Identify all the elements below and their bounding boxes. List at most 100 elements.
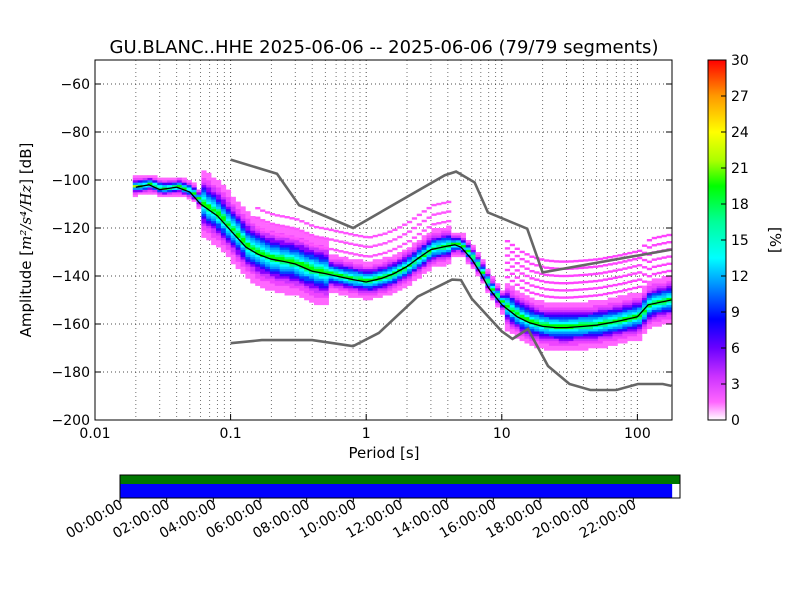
heatmap-cell <box>260 225 266 229</box>
heatmap-cell <box>264 235 271 238</box>
heatmap-cell <box>358 254 364 257</box>
heatmap-cell <box>544 345 550 349</box>
heatmap-cell <box>392 285 398 289</box>
heatmap-cell <box>509 279 515 283</box>
heatmap-cell <box>490 285 496 289</box>
heatmap-cell <box>524 260 530 263</box>
heatmap-cell <box>529 277 535 280</box>
heatmap-cell <box>201 187 207 190</box>
heatmap-cell <box>245 271 251 274</box>
heatmap-cell <box>397 280 403 284</box>
heatmap-cell <box>328 228 334 232</box>
heatmap-cell <box>397 266 403 270</box>
heatmap-cell <box>539 343 545 346</box>
heatmap-cell <box>304 276 310 279</box>
heatmap-cell <box>411 242 418 246</box>
heatmap-cell <box>206 175 212 178</box>
heatmap-cell <box>612 343 618 346</box>
heatmap-cell <box>509 285 515 289</box>
heatmap-cell <box>348 252 354 255</box>
heatmap-cell <box>524 326 530 330</box>
heatmap-cell <box>504 319 511 322</box>
heatmap-cell <box>622 336 628 339</box>
heatmap-cell <box>328 280 334 284</box>
heatmap-cell <box>377 276 383 279</box>
heatmap-cell <box>485 280 491 284</box>
heatmap-cell <box>509 243 515 247</box>
heatmap-cell <box>524 274 530 278</box>
heatmap-cell <box>318 246 325 249</box>
heatmap-cell <box>240 237 246 241</box>
heatmap-cell <box>191 187 197 190</box>
heatmap-cell <box>304 266 310 270</box>
chart-title: GU.BLANC..HHE 2025-06-06 -- 2025-06-06 (… <box>110 37 659 58</box>
heatmap-cell <box>397 273 403 277</box>
heatmap-cell <box>176 192 183 195</box>
heatmap-cell <box>299 264 305 267</box>
heatmap-cell <box>661 309 667 313</box>
heatmap-cell <box>353 271 359 274</box>
heatmap-cell <box>260 252 266 255</box>
heatmap-cell <box>309 288 315 291</box>
heatmap-cell <box>617 326 623 330</box>
heatmap-cell <box>294 227 300 231</box>
heatmap-cell <box>656 280 662 284</box>
heatmap-cell <box>304 290 310 294</box>
heatmap-cell <box>289 256 295 260</box>
heatmap-cell <box>132 177 138 181</box>
heatmap-cell <box>309 273 315 277</box>
heatmap-cell <box>318 249 325 253</box>
heatmap-cell <box>274 276 280 279</box>
heatmap-cell <box>333 261 339 265</box>
heatmap-cell <box>279 271 285 274</box>
heatmap-cell <box>597 338 604 342</box>
heatmap-cell <box>245 230 251 234</box>
noise-model-curves <box>135 158 672 392</box>
heatmap-cell <box>230 256 236 260</box>
heatmap-cell <box>524 338 530 342</box>
heatmap-cell <box>641 316 648 320</box>
heatmap-cell <box>255 240 261 243</box>
heatmap-cell <box>612 316 618 320</box>
heatmap-cell <box>260 280 266 284</box>
heatmap-cell <box>646 316 653 320</box>
heatmap-cell <box>612 302 618 306</box>
heatmap-cell <box>367 273 373 277</box>
heatmap-cell <box>612 326 618 330</box>
heatmap-cell <box>289 273 295 277</box>
heatmap-cell <box>323 242 329 246</box>
heatmap-cell <box>333 264 339 267</box>
heatmap-cell <box>362 264 369 267</box>
heatmap-cell <box>597 333 604 337</box>
heatmap-cell <box>304 273 310 277</box>
heatmap-cell <box>455 252 462 255</box>
heatmap-cell <box>578 316 584 320</box>
heatmap-cell <box>534 285 540 289</box>
heatmap-cell <box>348 283 354 286</box>
heatmap-cell <box>475 254 481 258</box>
heatmap-cell <box>323 290 329 294</box>
heatmap-cell <box>578 309 584 313</box>
heatmap-cell <box>216 235 222 238</box>
heatmap-cell <box>250 218 256 222</box>
colorbar-tick-label: 3 <box>731 377 740 393</box>
heatmap-cell <box>132 187 138 190</box>
heatmap-cell <box>529 340 535 344</box>
heatmap-cell <box>372 261 378 265</box>
heatmap-cell <box>460 242 467 246</box>
heatmap-cell <box>152 184 158 188</box>
heatmap-cell <box>377 273 383 277</box>
heatmap-cell <box>171 180 178 183</box>
heatmap-cell <box>162 192 168 195</box>
heatmap-cell <box>348 242 354 245</box>
heatmap-cell <box>260 223 266 226</box>
heatmap-cell <box>382 259 388 262</box>
heatmap-cell <box>509 297 515 301</box>
heatmap-cell <box>255 283 261 286</box>
heatmap-cell <box>167 177 173 181</box>
heatmap-cell <box>661 283 667 286</box>
heatmap-cell <box>548 328 555 332</box>
heatmap-cell <box>152 175 158 178</box>
heatmap-cell <box>392 290 398 294</box>
heatmap-cell <box>617 302 623 306</box>
